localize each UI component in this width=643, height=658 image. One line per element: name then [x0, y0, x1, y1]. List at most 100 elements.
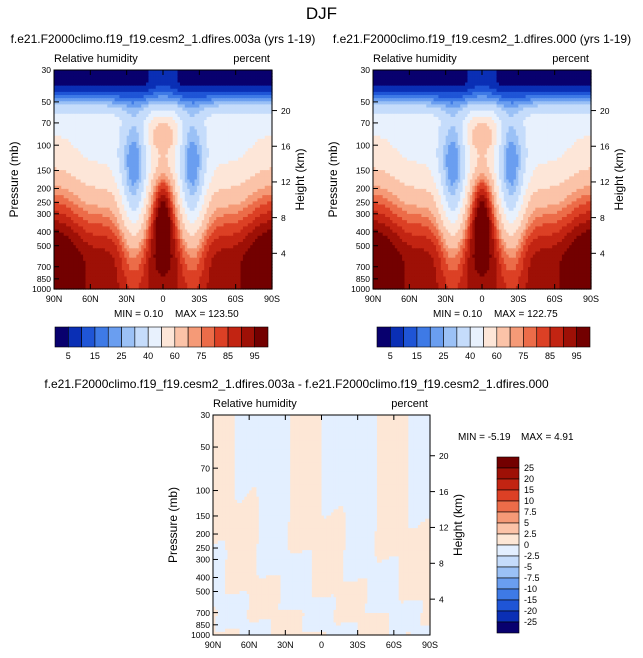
field-cell [70, 95, 74, 99]
field-cell [109, 195, 113, 199]
field-cell [167, 107, 171, 112]
field-cell [252, 192, 256, 196]
field-cell [255, 141, 259, 146]
field-cell [146, 176, 150, 181]
field-cell [102, 154, 106, 159]
field-cell [179, 226, 183, 231]
field-cell [153, 120, 157, 124]
field-cell [177, 229, 181, 234]
field-cell [233, 204, 237, 209]
field-cell [78, 235, 82, 240]
field-cell [155, 148, 159, 152]
field-cell [124, 101, 128, 106]
field-cell [131, 160, 135, 165]
field-cell [119, 85, 123, 90]
field-cell [102, 113, 106, 118]
field-cell [141, 160, 145, 165]
field-cell [158, 185, 162, 190]
field-cell [70, 82, 74, 87]
field-cell [259, 220, 263, 224]
field-cell [129, 232, 133, 237]
field-cell [146, 207, 150, 212]
field-cell [102, 173, 106, 177]
field-cell [70, 104, 74, 109]
field-cell [172, 88, 176, 93]
field-cell [138, 104, 142, 109]
field-cell [235, 70, 239, 74]
field-cell [252, 229, 256, 234]
field-cell [107, 182, 111, 187]
field-cell [56, 85, 60, 90]
field-cell [114, 160, 118, 165]
field-cell [225, 157, 229, 162]
field-cell [201, 223, 205, 228]
field-cell [66, 132, 70, 137]
field-cell [114, 113, 118, 118]
field-cell [109, 213, 113, 218]
field-cell [80, 232, 84, 237]
field-cell [66, 157, 70, 162]
field-cell [184, 91, 188, 96]
field-cell [73, 182, 77, 187]
field-cell [233, 132, 237, 137]
field-cell [109, 73, 113, 77]
field-cell [124, 217, 128, 221]
field-cell [216, 148, 220, 152]
field-cell [189, 213, 193, 218]
field-cell [252, 238, 256, 243]
field-cell [78, 223, 82, 228]
field-cell [184, 220, 188, 224]
field-cell [100, 120, 104, 124]
field-cell [97, 135, 101, 140]
field-cell [235, 110, 239, 115]
field-cell [187, 70, 191, 74]
field-cell [264, 192, 268, 196]
field-cell [177, 235, 181, 240]
field-cell [143, 192, 147, 196]
field-cell [78, 201, 82, 206]
field-cell [61, 201, 65, 206]
field-cell [150, 85, 154, 90]
field-cell [196, 166, 200, 171]
field-cell [116, 113, 120, 118]
field-cell [126, 141, 130, 146]
field-cell [136, 135, 140, 140]
field-cell [160, 232, 164, 237]
field-cell [269, 135, 273, 140]
field-cell [165, 185, 169, 190]
field-cell [167, 163, 171, 168]
field-cell [102, 85, 106, 90]
field-cell [199, 238, 203, 243]
field-cell [206, 91, 210, 96]
field-cell [192, 223, 196, 228]
field-cell [216, 113, 220, 118]
field-cell [179, 229, 183, 234]
field-cell [216, 135, 220, 140]
field-cell [100, 116, 104, 121]
field-cell [90, 138, 94, 143]
field-cell [143, 113, 147, 118]
field-cell [63, 226, 67, 231]
field-cell [209, 88, 213, 93]
field-cell [225, 145, 229, 149]
field-cell [126, 126, 130, 131]
field-cell [150, 226, 154, 231]
field-cell [167, 88, 171, 93]
field-cell [146, 82, 150, 87]
field-cell [58, 145, 62, 149]
field-cell [112, 79, 116, 84]
field-cell [116, 145, 120, 149]
field-cell [83, 107, 87, 112]
field-cell [170, 235, 174, 240]
field-cell [80, 116, 84, 121]
field-cell [262, 101, 266, 106]
field-cell [177, 198, 181, 202]
field-cell [75, 123, 79, 127]
field-cell [204, 235, 208, 240]
field-cell [267, 101, 271, 106]
field-cell [172, 148, 176, 152]
field-cell [189, 129, 193, 134]
field-cell [131, 242, 135, 246]
field-cell [170, 192, 174, 196]
field-cell [160, 141, 164, 146]
